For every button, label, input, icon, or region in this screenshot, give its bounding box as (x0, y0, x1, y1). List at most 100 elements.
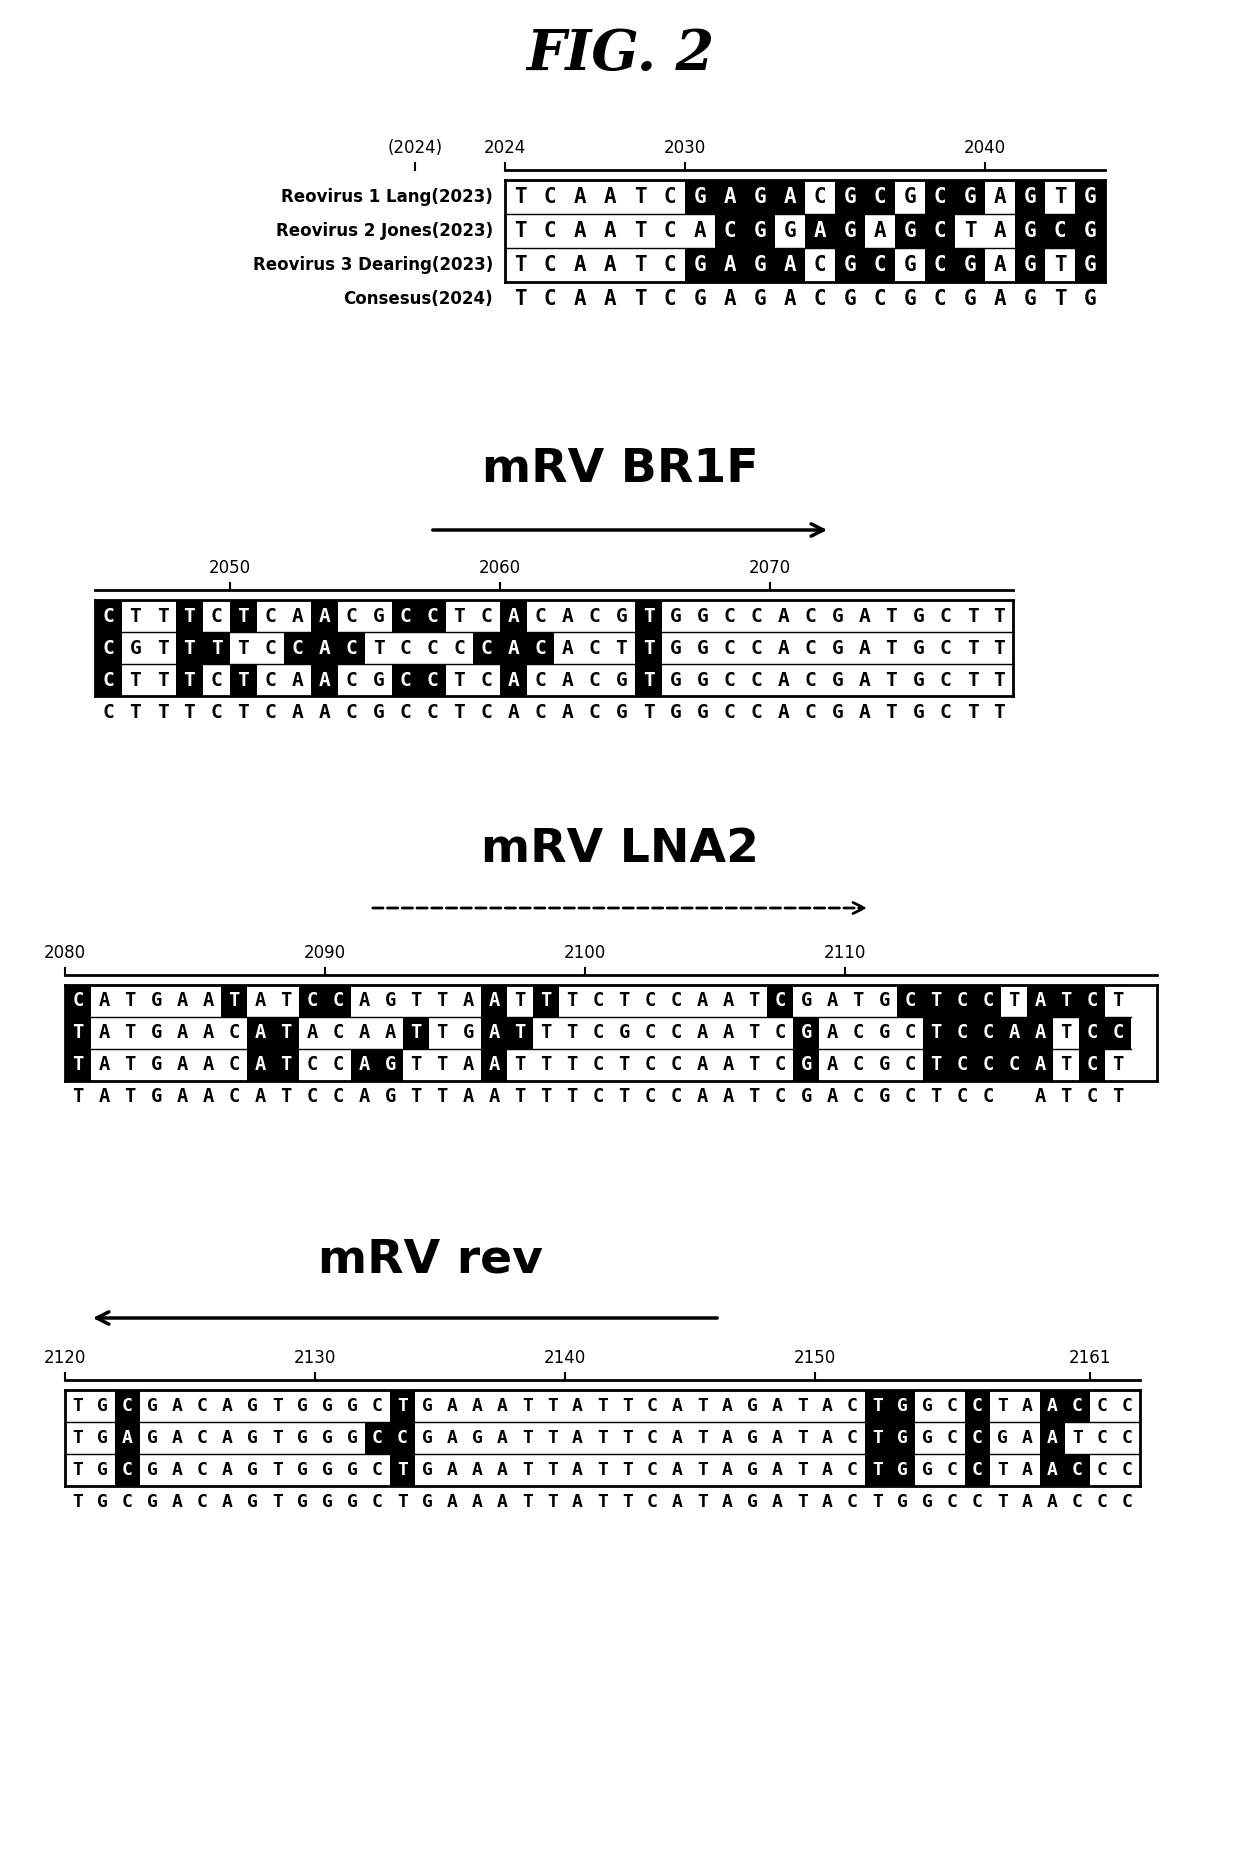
Text: G: G (1024, 187, 1037, 207)
Text: T: T (436, 1088, 448, 1107)
Text: T: T (967, 670, 978, 690)
Text: A: A (777, 670, 790, 690)
Text: T: T (547, 1398, 558, 1414)
Text: A: A (1022, 1494, 1033, 1510)
Bar (895, 215, 925, 248)
Text: C: C (399, 703, 412, 722)
Bar (866, 1390, 890, 1422)
Text: G: G (754, 220, 766, 241)
Text: A: A (574, 187, 587, 207)
Text: A: A (254, 1024, 265, 1042)
Text: C: C (663, 289, 676, 309)
Text: A: A (723, 1055, 734, 1074)
Bar (1065, 1455, 1090, 1486)
Text: mRV BR1F: mRV BR1F (481, 448, 759, 492)
Text: A: A (826, 1088, 838, 1107)
Text: T: T (967, 703, 978, 722)
Text: C: C (306, 992, 317, 1011)
Text: T: T (184, 703, 196, 722)
Bar (1040, 1422, 1065, 1455)
Text: G: G (1084, 255, 1096, 276)
Bar (923, 1050, 949, 1081)
Text: Consesus(2024): Consesus(2024) (343, 291, 494, 307)
Text: G: G (463, 1024, 474, 1042)
Text: A: A (202, 1088, 213, 1107)
Text: T: T (967, 639, 978, 657)
Text: T: T (697, 1494, 708, 1510)
Bar (115, 1390, 140, 1422)
Text: A: A (773, 1429, 782, 1447)
Text: T: T (541, 1088, 552, 1107)
Text: C: C (1097, 1398, 1107, 1414)
Text: A: A (291, 670, 304, 690)
Bar (115, 1455, 140, 1486)
Text: T: T (515, 1088, 526, 1107)
Text: T: T (280, 992, 291, 1011)
Text: T: T (513, 220, 526, 241)
Text: T: T (997, 1494, 1008, 1510)
Text: A: A (448, 1494, 458, 1510)
Bar (1027, 1050, 1053, 1081)
Text: C: C (940, 670, 951, 690)
Bar (203, 631, 229, 665)
Text: A: A (826, 1055, 838, 1074)
Text: C: C (645, 1024, 656, 1042)
Text: A: A (463, 1055, 474, 1074)
Text: G: G (904, 255, 916, 276)
Text: T: T (272, 1494, 283, 1510)
Text: A: A (562, 703, 573, 722)
Text: 2150: 2150 (794, 1349, 836, 1368)
Text: A: A (562, 639, 573, 657)
Text: A: A (222, 1494, 233, 1510)
Text: 2090: 2090 (304, 944, 346, 963)
Text: G: G (923, 1398, 932, 1414)
Text: A: A (572, 1398, 583, 1414)
Text: G: G (1084, 220, 1096, 241)
Text: G: G (923, 1494, 932, 1510)
Text: C: C (982, 1055, 993, 1074)
Text: A: A (604, 255, 616, 276)
Text: T: T (238, 639, 249, 657)
Text: T: T (642, 607, 655, 626)
Text: G: G (913, 639, 924, 657)
Text: A: A (172, 1429, 184, 1447)
Text: A: A (319, 703, 330, 722)
Text: G: G (693, 187, 707, 207)
Text: T: T (515, 1024, 526, 1042)
Text: 2161: 2161 (1069, 1349, 1111, 1368)
Text: G: G (800, 1088, 812, 1107)
Text: G: G (97, 1494, 108, 1510)
Text: C: C (750, 639, 763, 657)
Text: T: T (622, 1494, 632, 1510)
Text: T: T (1060, 992, 1071, 1011)
Text: G: G (697, 607, 708, 626)
Bar (176, 600, 203, 631)
Text: G: G (615, 670, 627, 690)
Text: T: T (619, 1088, 630, 1107)
Text: G: G (422, 1494, 433, 1510)
Text: C: C (346, 639, 357, 657)
Text: C: C (904, 1088, 915, 1107)
Bar (1016, 248, 1045, 281)
Text: C: C (671, 1055, 682, 1074)
Bar (1075, 180, 1105, 215)
Text: G: G (746, 1460, 758, 1479)
Text: A: A (604, 289, 616, 309)
Text: T: T (885, 670, 898, 690)
Text: C: C (589, 670, 600, 690)
Text: C: C (847, 1429, 858, 1447)
Text: G: G (373, 670, 384, 690)
Text: A: A (604, 187, 616, 207)
Text: T: T (1112, 1055, 1123, 1074)
Text: A: A (222, 1398, 233, 1414)
Text: A: A (463, 992, 474, 1011)
Text: C: C (228, 1088, 239, 1107)
Text: G: G (247, 1398, 258, 1414)
Bar (890, 1422, 915, 1455)
Bar (311, 665, 339, 696)
Text: C: C (663, 255, 676, 276)
Text: T: T (993, 670, 1006, 690)
Text: T: T (124, 1088, 135, 1107)
Text: G: G (904, 187, 916, 207)
Text: T: T (72, 1024, 83, 1042)
